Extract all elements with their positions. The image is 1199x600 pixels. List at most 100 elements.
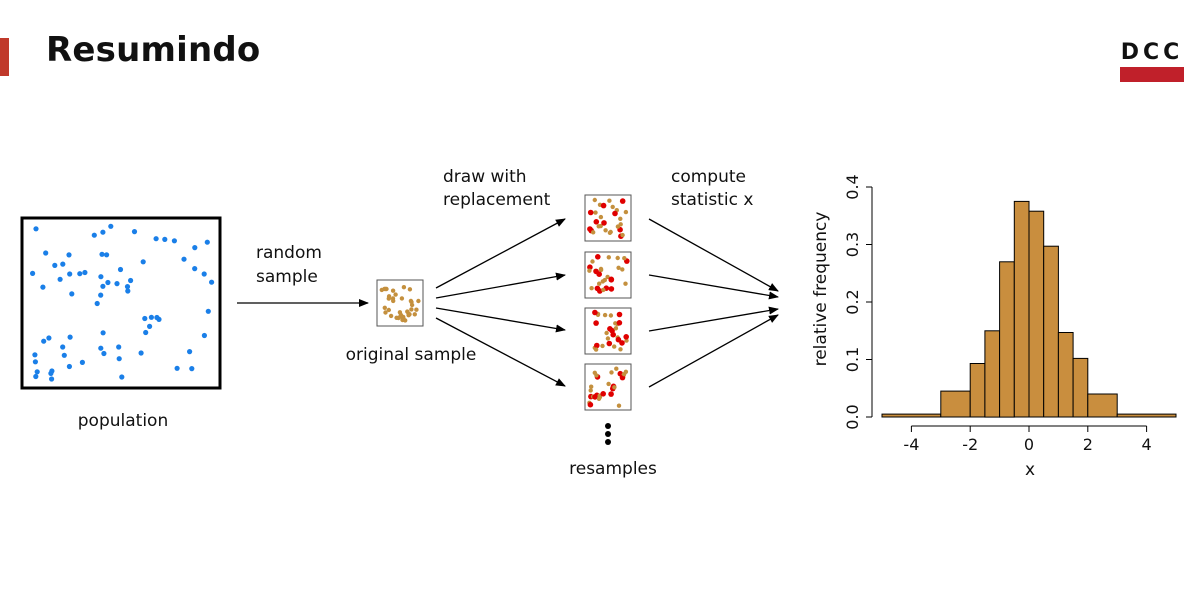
population-dot xyxy=(32,352,38,358)
x-ticks: -4 -2 0 2 4 xyxy=(903,426,1152,454)
draw-label-line1: draw with xyxy=(443,167,527,187)
resample-dot xyxy=(605,274,610,280)
compute-arrow-2 xyxy=(648,274,779,300)
population-dot xyxy=(29,270,36,276)
resample-dot xyxy=(613,321,618,326)
original-sample-dots xyxy=(379,285,421,323)
population-dot xyxy=(131,229,138,235)
resample-dot xyxy=(616,403,622,408)
resample-dot xyxy=(594,285,601,292)
population-dot xyxy=(104,252,110,258)
y-tick-label: 0.1 xyxy=(843,347,862,372)
resample-dot xyxy=(616,320,623,326)
resample-dot xyxy=(616,311,623,318)
y-tick-label: 0.3 xyxy=(843,232,862,257)
population-dot xyxy=(189,366,195,372)
population-dot xyxy=(142,315,148,322)
population-dot xyxy=(91,232,97,238)
histogram-bar xyxy=(1116,413,1177,418)
resample-dot xyxy=(600,343,605,349)
x-tick-label: 4 xyxy=(1142,435,1152,454)
sample-dot xyxy=(382,305,387,310)
sample-dot xyxy=(383,310,388,315)
resample-dot xyxy=(587,264,593,271)
sample-dot xyxy=(409,307,414,312)
x-axis-label: x xyxy=(1025,460,1035,480)
draw-arrow-4 xyxy=(435,317,566,387)
resample-dot xyxy=(593,219,600,225)
resample-dot xyxy=(623,209,629,215)
resample-dot xyxy=(608,286,615,292)
histogram-bar xyxy=(999,261,1015,418)
population-dot xyxy=(98,274,104,280)
population-dot xyxy=(67,334,73,340)
population-dot xyxy=(69,291,75,297)
resample-dot xyxy=(601,220,607,226)
population-dot xyxy=(77,271,83,277)
sample-dot xyxy=(383,286,388,292)
resample-dot xyxy=(606,255,611,260)
resample-dot xyxy=(612,210,618,217)
population-dot xyxy=(57,276,63,282)
random-sample-label-line2: sample xyxy=(256,267,318,287)
sample-dot xyxy=(399,296,405,301)
population-dot xyxy=(209,279,215,285)
y-axis-label: relative frequency xyxy=(811,212,831,367)
population-dot xyxy=(192,245,198,251)
resamples-label: resamples xyxy=(569,459,657,479)
x-tick-label: 0 xyxy=(1024,435,1034,454)
histogram-bar xyxy=(1043,245,1059,418)
compute-arrow-4 xyxy=(648,314,779,388)
x-tick-label: 2 xyxy=(1083,435,1093,454)
resample-dot xyxy=(608,313,614,318)
resample-dot xyxy=(593,347,599,352)
compute-arrow-3 xyxy=(648,306,779,332)
population-dot xyxy=(117,266,124,273)
resample-dot xyxy=(589,384,594,389)
population-dot xyxy=(114,281,120,287)
resample-dot xyxy=(618,347,623,352)
ellipsis-dot-2 xyxy=(605,431,611,437)
sample-dot xyxy=(407,312,412,317)
sample-dot xyxy=(397,310,403,315)
population-dot xyxy=(128,277,134,284)
resample-dot xyxy=(596,396,602,401)
y-tick-label: 0.0 xyxy=(843,404,862,429)
sample-dot xyxy=(390,296,396,301)
resample-dot xyxy=(592,394,598,400)
resample-dot xyxy=(612,385,617,390)
population-dots xyxy=(29,223,215,382)
histogram-bars xyxy=(881,200,1177,418)
resample-dot xyxy=(608,391,614,397)
population-dot xyxy=(33,226,39,232)
population-dot xyxy=(192,266,198,272)
sample-dot xyxy=(386,307,391,313)
resample-dot xyxy=(587,268,592,273)
population-dot xyxy=(171,238,177,244)
population-dot xyxy=(125,288,131,294)
resample-dot xyxy=(605,336,611,341)
population-dot xyxy=(79,359,85,365)
population-dot xyxy=(100,229,106,235)
resample-dot xyxy=(623,281,628,286)
resample-dot xyxy=(607,326,613,332)
resample-dot xyxy=(606,340,613,347)
resample-dot xyxy=(623,334,629,340)
y-tick-label: 0.4 xyxy=(843,174,862,199)
sample-dot xyxy=(409,302,415,308)
resample-dot xyxy=(615,255,620,261)
population-dot xyxy=(61,352,67,358)
population-dot xyxy=(33,373,39,380)
resample-dot xyxy=(589,286,594,291)
resample-dot xyxy=(597,281,602,286)
y-tick-label: 0.2 xyxy=(843,289,862,314)
resample-dot xyxy=(587,209,594,216)
population-dot xyxy=(60,261,66,267)
resample-dot xyxy=(596,224,601,229)
original-sample-label: original sample xyxy=(346,345,477,365)
resample-dot xyxy=(615,336,622,343)
sample-dot xyxy=(390,288,396,293)
resample-dot xyxy=(592,309,598,316)
resample-dot xyxy=(624,338,629,343)
resample-dot xyxy=(603,228,608,233)
